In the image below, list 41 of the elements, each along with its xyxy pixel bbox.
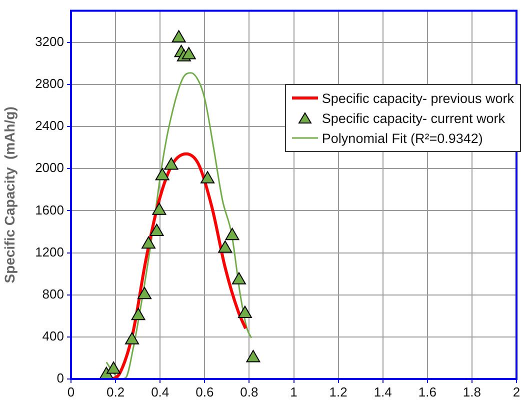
x-tick-label: 0.8 bbox=[240, 384, 258, 400]
point bbox=[238, 306, 252, 318]
y-tick-label: 800 bbox=[42, 286, 64, 302]
x-tick-label: 1.2 bbox=[329, 384, 348, 400]
point bbox=[164, 157, 178, 170]
point bbox=[150, 224, 164, 236]
point bbox=[131, 308, 146, 320]
y-tick-label: 400 bbox=[42, 328, 64, 344]
point bbox=[232, 272, 246, 284]
legend-label: Polynomial Fit (R²=0.9342) bbox=[322, 130, 483, 146]
y-tick-label: 3200 bbox=[35, 34, 64, 49]
y-tick-label: 1600 bbox=[35, 202, 64, 218]
point bbox=[125, 332, 140, 344]
x-tick-label: 0 bbox=[67, 384, 75, 400]
x-tick-label: 1.4 bbox=[374, 384, 392, 400]
point bbox=[155, 168, 170, 180]
point bbox=[138, 286, 152, 300]
x-tick-label: 2 bbox=[512, 384, 520, 400]
y-tick-label: 2800 bbox=[35, 76, 64, 92]
y-tick-label: 0 bbox=[56, 370, 64, 386]
y-tick-label: 2000 bbox=[35, 160, 64, 176]
y-axis-title: Specific Capacity (mAh/g) bbox=[1, 106, 18, 284]
point bbox=[152, 202, 166, 215]
legend-label: Specific capacity- previous work bbox=[322, 90, 514, 106]
point bbox=[182, 46, 196, 60]
legend-label: Specific capacity- current work bbox=[322, 110, 505, 126]
x-tick-label: 1.8 bbox=[462, 384, 481, 400]
point bbox=[106, 362, 121, 374]
y-tick-label: 1200 bbox=[35, 244, 64, 260]
x-tick-label: 0.2 bbox=[106, 384, 125, 400]
point bbox=[200, 171, 215, 184]
y-tick-label: 2400 bbox=[35, 118, 64, 134]
x-tick-label: 1.6 bbox=[418, 384, 436, 400]
point bbox=[246, 350, 260, 362]
point bbox=[172, 30, 186, 42]
x-tick-label: 1 bbox=[290, 384, 298, 400]
x-tick-label: 0.6 bbox=[196, 384, 214, 400]
x-tick-label: 0.4 bbox=[151, 384, 170, 400]
point bbox=[142, 236, 156, 249]
point bbox=[218, 240, 232, 253]
point bbox=[225, 228, 240, 240]
